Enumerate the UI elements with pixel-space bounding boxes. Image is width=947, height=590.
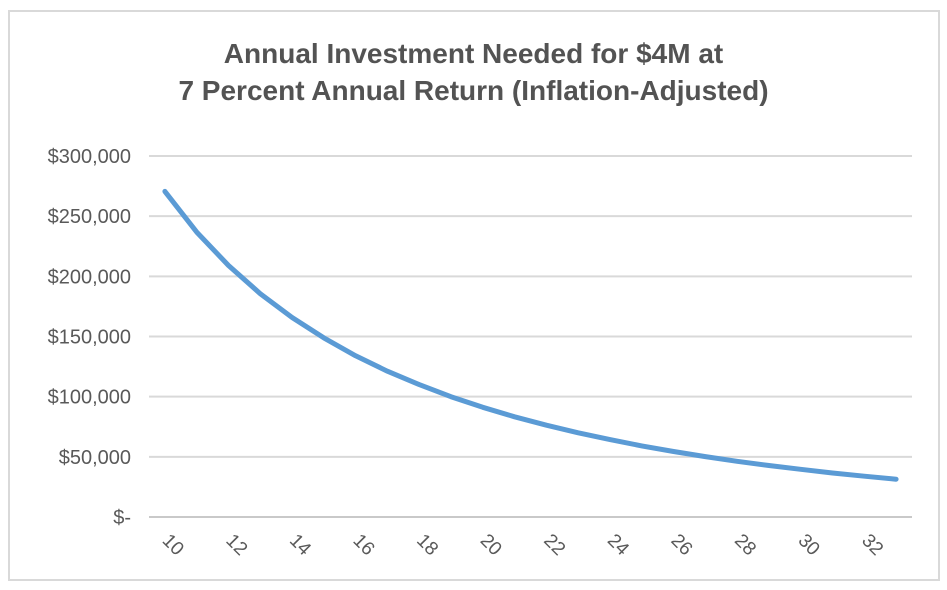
x-tick-label: 24 — [603, 530, 633, 560]
y-tick-label: $100,000 — [48, 387, 131, 409]
x-tick-label: 22 — [539, 530, 569, 560]
x-tick-label: 32 — [857, 530, 887, 560]
chart-title: Annual Investment Needed for $4M at 7 Pe… — [0, 36, 947, 110]
x-tick-label: 30 — [794, 530, 824, 560]
x-tick-label: 12 — [221, 530, 251, 560]
x-tick-label: 20 — [476, 530, 506, 560]
chart-title-line-2: 7 Percent Annual Return (Inflation-Adjus… — [178, 74, 769, 106]
x-tick-label: 28 — [730, 530, 760, 560]
x-tick-label: 26 — [667, 530, 697, 560]
x-tick-label: 16 — [349, 530, 379, 560]
data-line-series — [162, 188, 899, 482]
x-tick-label: 14 — [285, 530, 315, 560]
y-tick-label: $- — [113, 507, 131, 529]
chart-title-line-1: Annual Investment Needed for $4M at — [223, 38, 724, 69]
y-tick-label: $250,000 — [48, 206, 131, 228]
y-tick-label: $300,000 — [48, 146, 131, 168]
y-tick-label: $150,000 — [48, 327, 131, 349]
chart-frame — [8, 10, 940, 581]
x-tick-label: 10 — [158, 530, 188, 560]
y-tick-label: $200,000 — [48, 266, 131, 288]
x-tick-label: 18 — [412, 530, 442, 560]
y-tick-label: $50,000 — [59, 447, 131, 469]
